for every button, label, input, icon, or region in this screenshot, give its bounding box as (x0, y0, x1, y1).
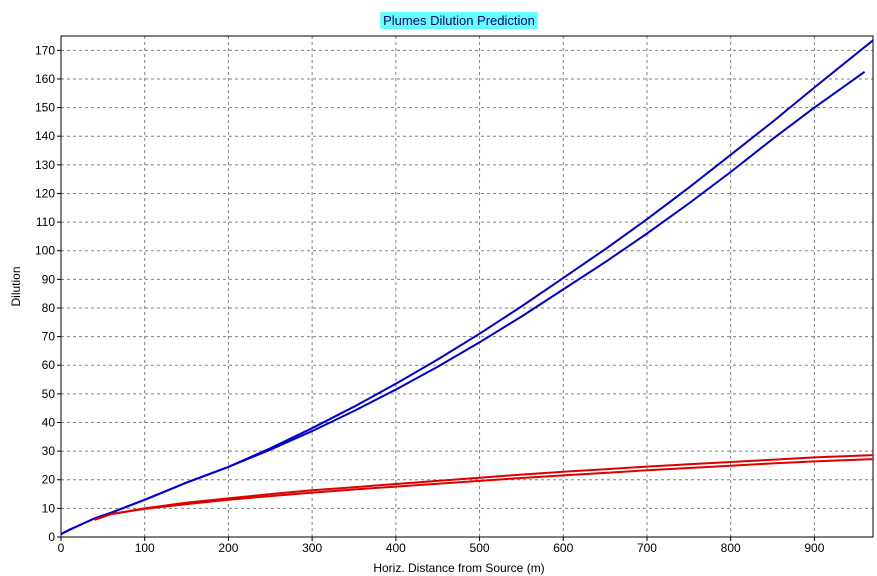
chart-title-background (380, 12, 538, 29)
y-tick-label: 50 (42, 387, 56, 401)
y-axis-label: Dilution (9, 266, 23, 306)
y-tick-label: 130 (35, 158, 55, 172)
series-line-2 (60, 39, 874, 535)
y-tick-label: 90 (42, 272, 56, 286)
x-tick-label: 800 (721, 541, 741, 555)
y-tick-label: 10 (42, 501, 56, 515)
y-tick-label: 110 (36, 215, 55, 229)
y-tick-label: 0 (48, 530, 55, 544)
series-line-4 (94, 458, 874, 521)
series-lines (60, 39, 874, 535)
y-axis-ticks: 0 10 20 30 40 50 60 70 80 90 100 110 120 130 140 150 160… (35, 43, 61, 544)
title-group: Plumes Dilution Prediction (380, 12, 538, 29)
y-tick-label: 60 (42, 358, 56, 372)
x-tick-label: 100 (135, 541, 155, 555)
y-tick-label: 150 (35, 101, 55, 115)
y-tick-label: 170 (35, 43, 55, 57)
x-tick-label: 200 (218, 541, 238, 555)
x-tick-label: 0 (58, 541, 65, 555)
chart-title: Plumes Dilution Prediction (383, 13, 535, 28)
x-tick-label: 500 (470, 541, 490, 555)
x-tick-label: 600 (553, 541, 573, 555)
x-tick-label: 700 (637, 541, 657, 555)
y-tick-label: 40 (42, 415, 56, 429)
x-tick-label: 900 (804, 541, 824, 555)
y-tick-label: 70 (42, 330, 56, 344)
y-tick-label: 160 (35, 72, 55, 86)
series-line-3 (94, 454, 874, 521)
x-axis-label: Horiz. Distance from Source (m) (373, 561, 544, 575)
x-tick-label: 400 (386, 541, 406, 555)
x-axis-ticks: 0 100 200 300 400 500 600 700 800 900 (58, 537, 825, 555)
y-tick-label: 30 (42, 444, 56, 458)
y-tick-label: 100 (35, 244, 55, 258)
y-tick-label: 80 (42, 301, 56, 315)
y-tick-label: 20 (42, 473, 56, 487)
y-tick-label: 140 (35, 129, 55, 143)
plot-area (60, 35, 874, 538)
y-tick-label: 120 (35, 186, 55, 200)
x-tick-label: 300 (302, 541, 322, 555)
